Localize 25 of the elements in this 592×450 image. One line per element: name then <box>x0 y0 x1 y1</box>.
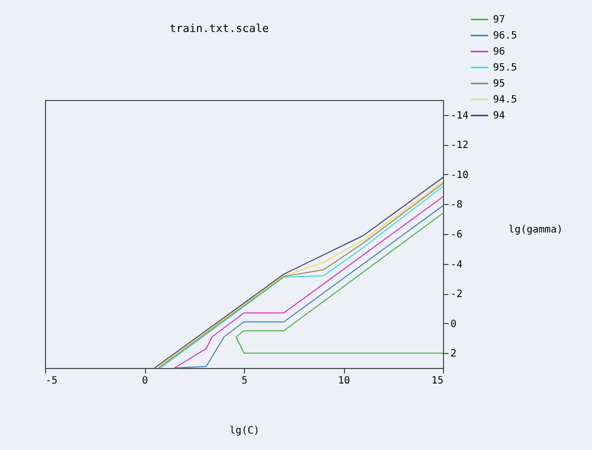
x-tick-label: 15 <box>431 376 444 386</box>
chart-title: train.txt.scale <box>170 22 269 35</box>
x-tick-label: 5 <box>241 376 248 386</box>
line-series <box>236 212 444 354</box>
legend-label: 96 <box>493 46 506 58</box>
x-tick-label: -5 <box>46 376 58 386</box>
x-tick-label: 0 <box>142 376 148 386</box>
y-tick-label: 0 <box>450 318 457 330</box>
y-tick-label: 2 <box>450 348 457 360</box>
x-axis-title: lg(C) <box>229 426 260 436</box>
y-tick-label: -10 <box>450 170 469 181</box>
y-axis-title: lg(gamma) <box>508 224 563 236</box>
y-tick-label: -4 <box>450 259 463 270</box>
legend-label: 95 <box>493 78 506 90</box>
legend-label: 95.5 <box>493 62 518 74</box>
y-tick-label: -6 <box>450 230 463 240</box>
legend-label: 94.5 <box>493 94 518 106</box>
legend-label: 96.5 <box>493 30 518 42</box>
y-tick-label: -12 <box>450 140 469 152</box>
y-tick-label: -14 <box>450 110 469 122</box>
legend-label: 94 <box>493 110 506 122</box>
y-tick-label: -2 <box>450 289 463 300</box>
x-tick-label: 10 <box>338 376 350 386</box>
legend-label: 97 <box>493 14 506 26</box>
y-tick-label: -8 <box>450 200 463 211</box>
